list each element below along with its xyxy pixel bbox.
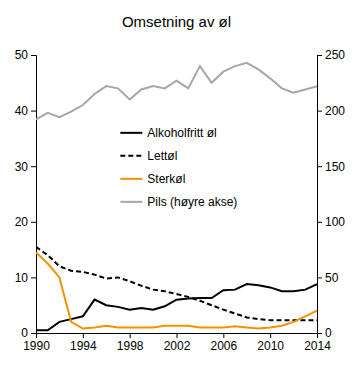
legend-label: Sterkøl <box>147 172 185 186</box>
tick-label: 150 <box>325 160 345 174</box>
y2-axis: 0 50 100 150 200 250 <box>317 48 345 340</box>
tick: 50 <box>317 271 339 285</box>
tick-label: 0 <box>21 326 28 340</box>
series-line <box>36 63 317 120</box>
legend-label: Alkoholfritt øl <box>147 126 216 140</box>
series-line <box>36 252 317 328</box>
tick-mark <box>31 166 36 167</box>
tick-mark <box>317 111 322 112</box>
tick-mark <box>130 333 131 338</box>
y2-axis-line <box>318 56 323 334</box>
legend-key <box>120 132 142 134</box>
tick-mark <box>31 333 36 334</box>
legend-entry: Pils (høyre akse) <box>120 195 237 209</box>
tick-mark <box>270 333 271 338</box>
x-axis-line <box>37 334 318 339</box>
series-line <box>36 284 317 330</box>
tick: 200 <box>317 104 345 118</box>
tick-mark <box>317 55 322 56</box>
tick-label: 200 <box>325 104 345 118</box>
legend-label: Pils (høyre akse) <box>147 195 237 209</box>
tick: 1998 <box>117 333 144 353</box>
legend-entry: Alkoholfritt øl <box>120 126 216 140</box>
tick-mark <box>83 333 84 338</box>
tick: 2010 <box>257 333 284 353</box>
tick-label: 10 <box>15 271 29 285</box>
legend: Alkoholfritt øl Lettøl Sterkøl Pils (høyre … <box>120 126 237 209</box>
legend-key <box>120 201 142 203</box>
tick-mark <box>317 277 322 278</box>
legend-key <box>120 155 142 157</box>
tick-label: 2014 <box>304 339 331 353</box>
title: Omsetning av øl <box>122 13 231 30</box>
tick: 2002 <box>164 333 191 353</box>
legend-key <box>120 178 142 180</box>
tick-label: 100 <box>325 215 345 229</box>
tick-mark <box>223 333 224 338</box>
chart: Omsetning av øl1990199419982002200620102… <box>0 0 353 383</box>
tick: 40 <box>15 104 36 118</box>
tick: 100 <box>317 215 345 229</box>
tick: 1994 <box>70 333 97 353</box>
tick: 2006 <box>210 333 237 353</box>
y-axis: 0 10 20 30 40 50 <box>15 48 37 340</box>
tick-label: 1998 <box>117 339 144 353</box>
tick-mark <box>317 166 322 167</box>
tick: 0 <box>317 326 332 340</box>
tick-label: 2002 <box>164 339 191 353</box>
tick-label: 2006 <box>210 339 237 353</box>
tick-label: 1990 <box>23 339 50 353</box>
x-axis: 1990 1994 1998 2002 2006 2010 2014 <box>23 333 331 353</box>
tick-label: 50 <box>325 271 339 285</box>
tick: 30 <box>15 160 36 174</box>
tick-mark <box>31 55 36 56</box>
tick: 50 <box>15 48 36 62</box>
tick-label: 250 <box>325 48 345 62</box>
plot: 1990199419982002200620102014010203040500… <box>15 48 346 352</box>
tick: 20 <box>15 215 36 229</box>
lines <box>36 63 317 330</box>
tick-label: 20 <box>15 215 29 229</box>
legend-entry: Lettøl <box>120 149 177 163</box>
legend-label: Lettøl <box>147 149 177 163</box>
tick-label: 50 <box>15 48 29 62</box>
tick: 0 <box>21 326 36 340</box>
legend-entry: Sterkøl <box>120 172 185 186</box>
tick-label: 30 <box>15 160 29 174</box>
y-axis-line <box>31 56 37 334</box>
series-line <box>36 247 317 320</box>
tick-label: 1994 <box>70 339 97 353</box>
tick-label: 0 <box>325 326 332 340</box>
tick: 10 <box>15 271 36 285</box>
tick-mark <box>31 277 36 278</box>
tick-mark <box>317 222 322 223</box>
tick: 250 <box>317 48 345 62</box>
tick: 150 <box>317 160 345 174</box>
tick-mark <box>317 333 322 334</box>
tick-label: 2010 <box>257 339 284 353</box>
tick-label: 40 <box>15 104 29 118</box>
tick-mark <box>31 111 36 112</box>
tick-mark <box>177 333 178 338</box>
tick-mark <box>31 222 36 223</box>
